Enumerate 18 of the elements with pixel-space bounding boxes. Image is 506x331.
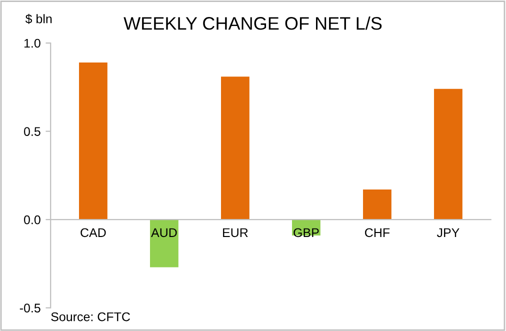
bar <box>363 190 392 220</box>
x-tick-label: AUD <box>151 228 177 238</box>
chart-title: WEEKLY CHANGE OF NET L/S <box>124 16 382 30</box>
y-tick-label: -0.5 <box>20 304 40 312</box>
y-tick-label: 0.5 <box>24 127 40 136</box>
bar <box>150 220 178 268</box>
source-note: Source: CFTC <box>51 312 130 322</box>
x-tick-label: EUR <box>223 228 248 238</box>
x-tick-label: JPY <box>436 228 460 238</box>
bar <box>434 88 462 220</box>
x-tick-label: CAD <box>80 228 106 238</box>
y-tick-label: 1.0 <box>24 38 40 48</box>
y-tick-label: 0.0 <box>24 215 40 224</box>
bar <box>79 62 108 220</box>
x-tick-label: GBP <box>294 228 319 238</box>
y-axis-title: $ bln <box>25 14 52 24</box>
bar <box>221 76 250 220</box>
x-tick-label: CHF <box>365 228 390 238</box>
